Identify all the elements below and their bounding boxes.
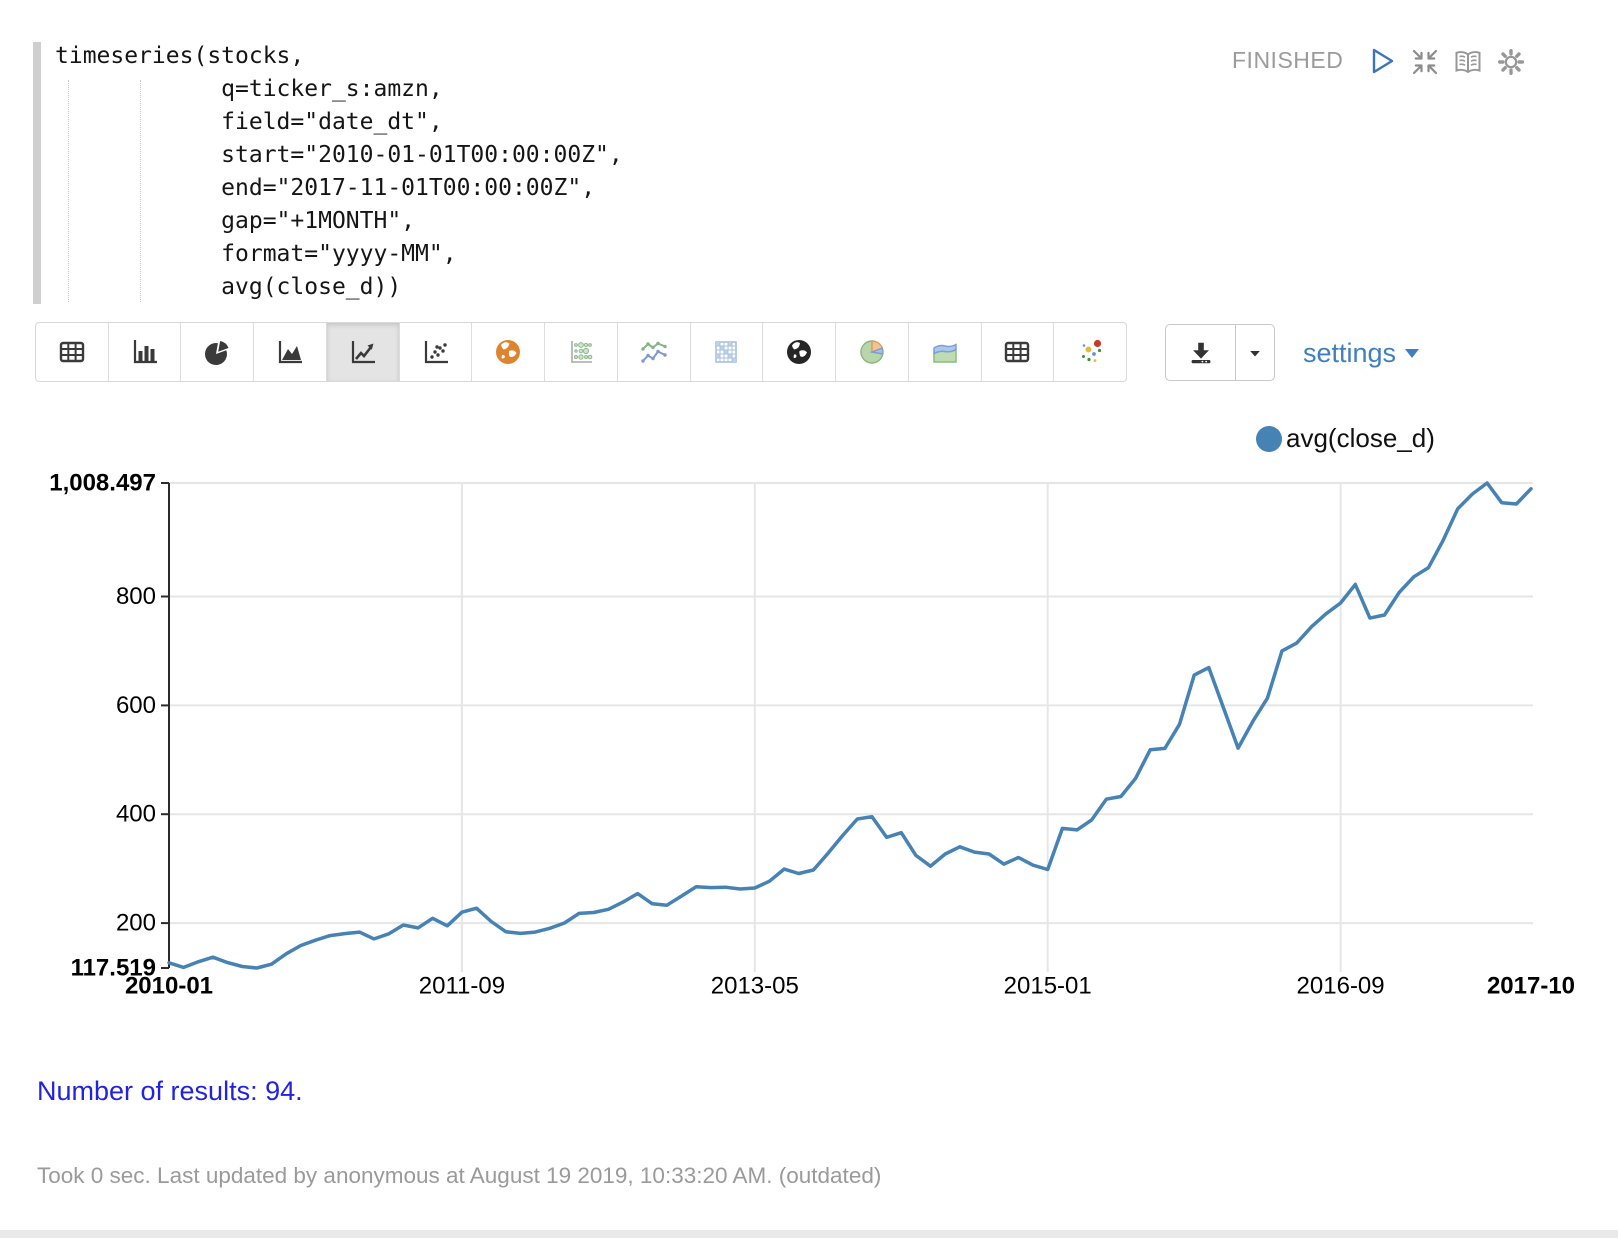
run-button[interactable] bbox=[1366, 46, 1398, 78]
table-icon bbox=[56, 336, 88, 368]
viz-button-heatmap-grid[interactable] bbox=[690, 323, 763, 381]
pie-chart-icon bbox=[201, 336, 233, 368]
line-chart-icon bbox=[347, 336, 379, 368]
scatter-plot-icon bbox=[420, 336, 452, 368]
viz-button-area-chart[interactable] bbox=[253, 323, 326, 381]
paragraph-footer-status: Took 0 sec. Last updated by anonymous at… bbox=[37, 1163, 881, 1189]
x-tick-label: 2011-09 bbox=[419, 973, 505, 1000]
paragraph-drag-bar[interactable] bbox=[33, 42, 41, 304]
chevron-down-icon bbox=[1405, 349, 1419, 358]
viz-button-scatter-plot[interactable] bbox=[399, 323, 472, 381]
x-tick-label: 2013-05 bbox=[711, 973, 799, 1000]
y-tick-label: 400 bbox=[116, 801, 156, 828]
map-globe-orange-icon bbox=[492, 336, 524, 368]
viz-button-area-colored[interactable] bbox=[908, 323, 981, 381]
y-tick-label: 600 bbox=[116, 692, 156, 719]
paragraph-controls bbox=[1366, 44, 1527, 80]
download-split-button bbox=[1165, 324, 1275, 381]
viz-button-globe-dark[interactable] bbox=[762, 323, 835, 381]
viz-button-bar-chart[interactable] bbox=[108, 323, 181, 381]
heatmap-grid-icon bbox=[710, 336, 742, 368]
viz-button-motion-bubbles[interactable] bbox=[1053, 323, 1126, 381]
legend-dot bbox=[1256, 426, 1282, 452]
results-count-text: Number of results: 94. bbox=[37, 1076, 303, 1107]
show-output-button[interactable] bbox=[1452, 46, 1484, 78]
y-tick-label: 1,008.497 bbox=[49, 470, 156, 497]
motion-bubbles-icon bbox=[1074, 336, 1106, 368]
viz-button-multi-line-chart[interactable] bbox=[617, 323, 690, 381]
viz-button-bubble-matrix[interactable] bbox=[544, 323, 617, 381]
indent-guide bbox=[140, 80, 141, 302]
play-icon bbox=[1366, 46, 1398, 78]
globe-dark-icon bbox=[783, 336, 815, 368]
x-tick-label: 2016-09 bbox=[1297, 973, 1385, 1000]
indent-guide bbox=[68, 80, 69, 302]
next-paragraph-edge bbox=[0, 1230, 1618, 1238]
paragraph-status: FINISHED bbox=[1232, 47, 1343, 74]
globe-dark-2-icon bbox=[1001, 336, 1033, 368]
viz-button-table[interactable] bbox=[36, 323, 108, 381]
settings-toggle[interactable]: settings bbox=[1303, 337, 1419, 369]
chart-legend[interactable]: avg(close_d) bbox=[1256, 423, 1435, 454]
viz-button-line-chart[interactable] bbox=[326, 323, 399, 381]
collapse-editor-button[interactable] bbox=[1409, 46, 1441, 78]
viz-button-pie-colored[interactable] bbox=[835, 323, 908, 381]
y-tick-label: 200 bbox=[116, 910, 156, 937]
bubble-matrix-icon bbox=[565, 336, 597, 368]
y-tick-label: 800 bbox=[116, 583, 156, 610]
viz-button-map-globe-orange[interactable] bbox=[471, 323, 544, 381]
x-tick-label: 2010-01 bbox=[125, 973, 213, 1000]
settings-label: settings bbox=[1303, 338, 1396, 369]
gear-icon bbox=[1495, 46, 1527, 78]
series-line-path bbox=[169, 483, 1531, 968]
chart-type-toolbar bbox=[35, 322, 1127, 382]
viz-button-pie-chart[interactable] bbox=[180, 323, 253, 381]
timeseries-chart[interactable]: 1,008.497800600400200117.5192010-012011-… bbox=[0, 410, 1618, 1010]
paragraph-settings-button[interactable] bbox=[1495, 46, 1527, 78]
caret-down-icon bbox=[1244, 342, 1266, 364]
book-icon bbox=[1452, 46, 1484, 78]
legend-label: avg(close_d) bbox=[1286, 423, 1435, 454]
multi-line-chart-icon bbox=[638, 336, 670, 368]
viz-button-globe-dark-2[interactable] bbox=[981, 323, 1054, 381]
download-button[interactable] bbox=[1166, 325, 1236, 380]
compress-icon bbox=[1409, 46, 1441, 78]
download-icon bbox=[1186, 338, 1216, 368]
line-chart-svg[interactable]: 1,008.497800600400200117.5192010-012011-… bbox=[0, 410, 1618, 1010]
area-colored-icon bbox=[929, 336, 961, 368]
x-tick-label: 2017-10 bbox=[1487, 973, 1575, 1000]
x-tick-label: 2015-01 bbox=[1004, 973, 1092, 1000]
download-options-caret[interactable] bbox=[1236, 325, 1274, 380]
bar-chart-icon bbox=[129, 336, 161, 368]
pie-colored-icon bbox=[856, 336, 888, 368]
area-chart-icon bbox=[274, 336, 306, 368]
